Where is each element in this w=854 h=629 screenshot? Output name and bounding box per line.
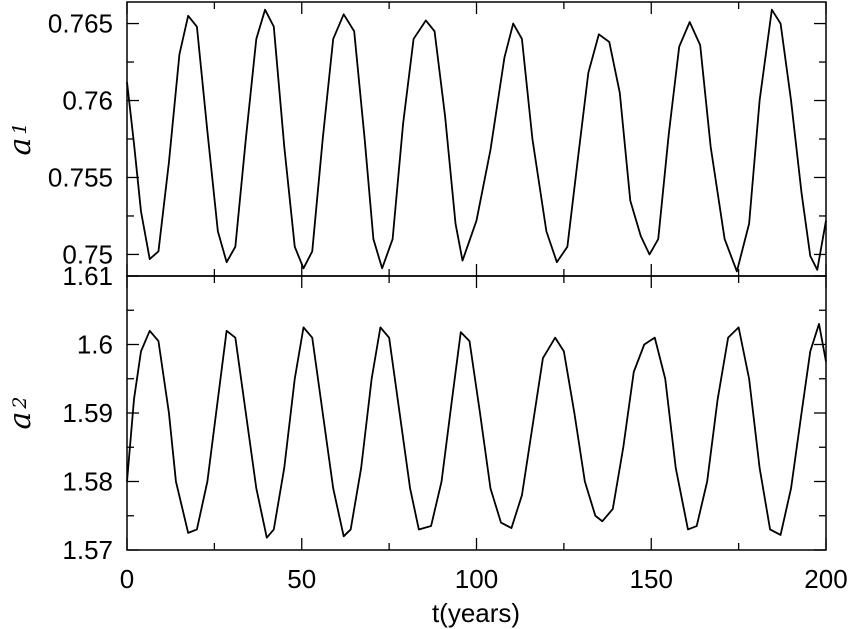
y-tick-label-bottom: 1.57 <box>62 535 113 565</box>
plot-frame-bottom <box>126 275 827 551</box>
series-line-top <box>126 8 827 273</box>
y-tick-label-top: 0.755 <box>48 162 113 192</box>
x-tick-label: 150 <box>630 564 673 594</box>
x-axis-title: t(years) <box>432 598 520 628</box>
y-tick-label-bottom: 1.59 <box>62 398 113 428</box>
y-tick-label-bottom: 1.58 <box>62 467 113 497</box>
y-axis-label-bottom: a2 <box>3 397 38 430</box>
chart-panel-bottom: 1.57 1.58 1.59 1.6 1.61 0 50 100 150 200 a2 <box>3 261 848 594</box>
y-tick-label-top: 0.765 <box>48 9 113 39</box>
y-tick-label-top: 0.75 <box>62 239 113 269</box>
chart-panel-top: 0.75 0.755 0.76 0.765 a1 <box>3 1 827 277</box>
plot-frame-top <box>126 1 827 277</box>
y-axis-label-top: a1 <box>3 123 38 156</box>
x-tick-label: 200 <box>804 564 847 594</box>
y-tick-label-bottom: 1.61 <box>62 261 113 291</box>
y-tick-label-top: 0.76 <box>62 86 113 116</box>
y-tick-label-bottom: 1.6 <box>77 330 113 360</box>
series-line-bottom <box>126 323 827 539</box>
x-tick-label: 50 <box>287 564 316 594</box>
x-tick-label: 100 <box>455 564 498 594</box>
x-tick-label: 0 <box>120 564 134 594</box>
